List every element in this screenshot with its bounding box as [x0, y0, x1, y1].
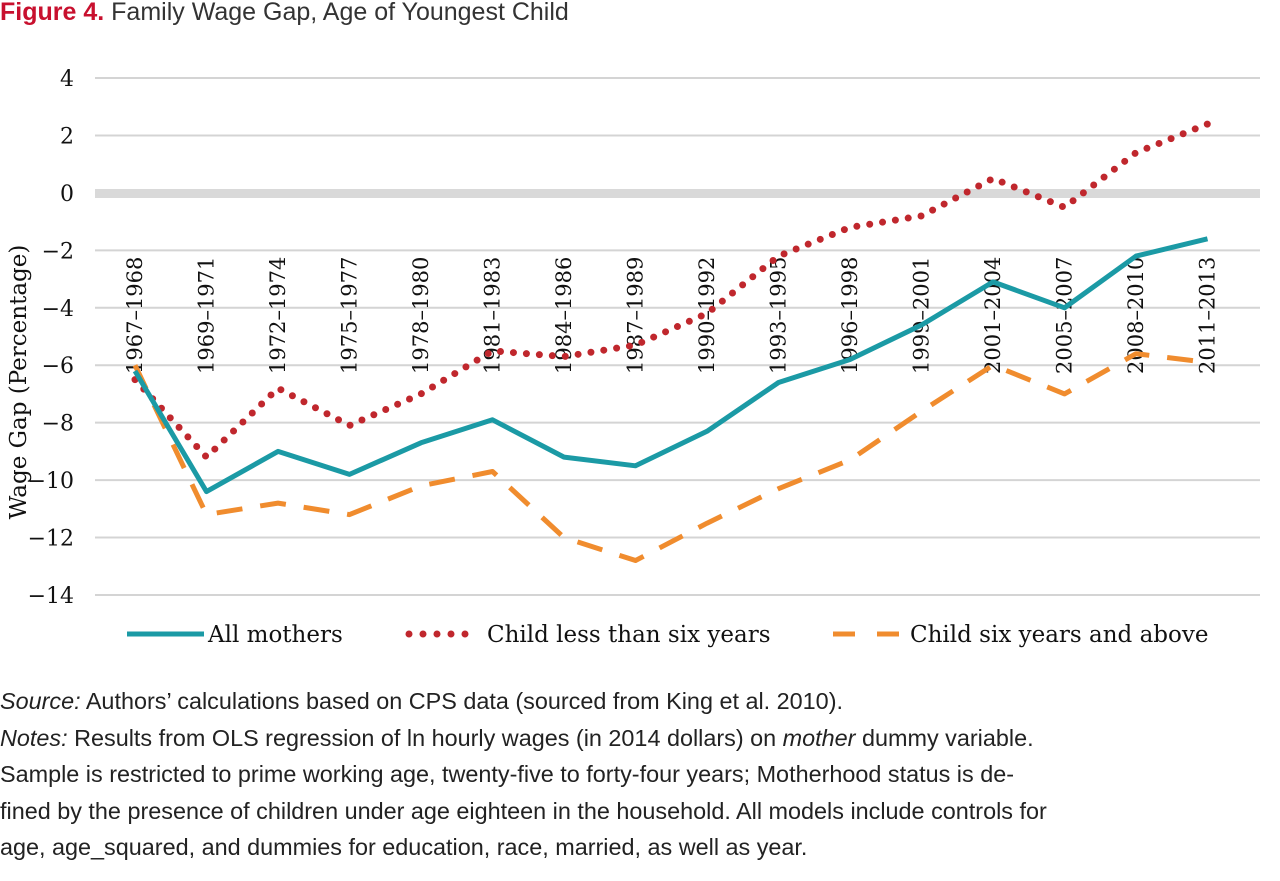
- y-axis-ticks: 4 2 0 −2 −4 −6 −8 −10 −12 −14: [28, 67, 74, 609]
- notes-italic-word: mother: [782, 724, 856, 751]
- notes-line-1: Notes: Results from OLS regression of ln…: [0, 720, 1280, 757]
- y-tick-label: −4: [42, 297, 74, 322]
- series-lines: [131, 120, 1211, 563]
- notes-text-1: Results from OLS regression of ln hourly…: [67, 724, 783, 751]
- y-tick-label: 4: [60, 67, 74, 92]
- y-tick-label: −10: [28, 469, 74, 494]
- x-tick-label: 1969–1971: [195, 257, 219, 374]
- figure-notes: Source: Authors’ calculations based on C…: [0, 683, 1280, 866]
- notes-line-2: Sample is restricted to prime working ag…: [0, 761, 1015, 787]
- series-line-child-less-than-six-years: [131, 120, 1211, 461]
- y-axis-label: Wage Gap (Percentage): [6, 245, 32, 520]
- notes-line-4: age, age_squared, and dummies for educat…: [0, 834, 808, 860]
- x-tick-label: 1978–1980: [409, 257, 433, 374]
- series-line-child-six-years-and-above: [132, 351, 1208, 563]
- y-tick-label: 2: [60, 124, 74, 149]
- notes-line-3: fined by the presence of children under …: [0, 797, 1047, 824]
- y-tick-label: −14: [28, 584, 74, 609]
- x-tick-label: 1999–2001: [910, 257, 934, 374]
- figure-number: Figure 4.: [0, 0, 105, 26]
- series-line-all-mothers: [132, 236, 1209, 495]
- legend-label: All mothers: [207, 622, 343, 648]
- x-tick-label: 2001–2004: [981, 257, 1005, 374]
- notes-text-2: dummy variable.: [855, 724, 1034, 751]
- source-text: Authors’ calculations based on CPS data …: [80, 688, 843, 714]
- legend-label: Child six years and above: [910, 622, 1208, 648]
- y-tick-label: −2: [42, 239, 74, 264]
- x-tick-label: 1981–1983: [481, 257, 505, 374]
- x-tick-label: 1975–1977: [338, 257, 362, 374]
- x-axis-ticks: 1967–1968 1969–1971 1972–1974 1975–1977 1978…: [123, 257, 1220, 374]
- figure-title-text: Family Wage Gap, Age of Youngest Child: [111, 0, 569, 26]
- y-tick-label: −6: [42, 354, 74, 379]
- y-tick-label: −12: [28, 527, 74, 552]
- x-tick-label: 1993–1995: [767, 257, 791, 374]
- zero-band: [95, 189, 1260, 198]
- legend-label: Child less than six years: [487, 622, 771, 648]
- figure-title: Figure 4. Family Wage Gap, Age of Younge…: [0, 0, 569, 27]
- x-tick-label: 2005–2007: [1053, 257, 1077, 374]
- source-label: Source:: [0, 688, 81, 714]
- x-tick-label: 1987–1989: [624, 257, 648, 374]
- y-tick-label: −8: [42, 412, 74, 437]
- legend: All mothers Child less than six years Chil…: [127, 622, 1208, 648]
- x-tick-label: 2011–2013: [1196, 257, 1220, 374]
- notes-label: Notes:: [0, 724, 68, 751]
- x-tick-label: 1967–1968: [123, 257, 147, 374]
- source-line: Source: Authors’ calculations based on C…: [0, 683, 1280, 720]
- x-tick-label: 1972–1974: [266, 257, 290, 374]
- y-tick-label: 0: [60, 182, 74, 207]
- line-chart: 4 2 0 −2 −4 −6 −8 −10 −12 −14 Wage Gap (Percentag…: [6, 67, 1260, 648]
